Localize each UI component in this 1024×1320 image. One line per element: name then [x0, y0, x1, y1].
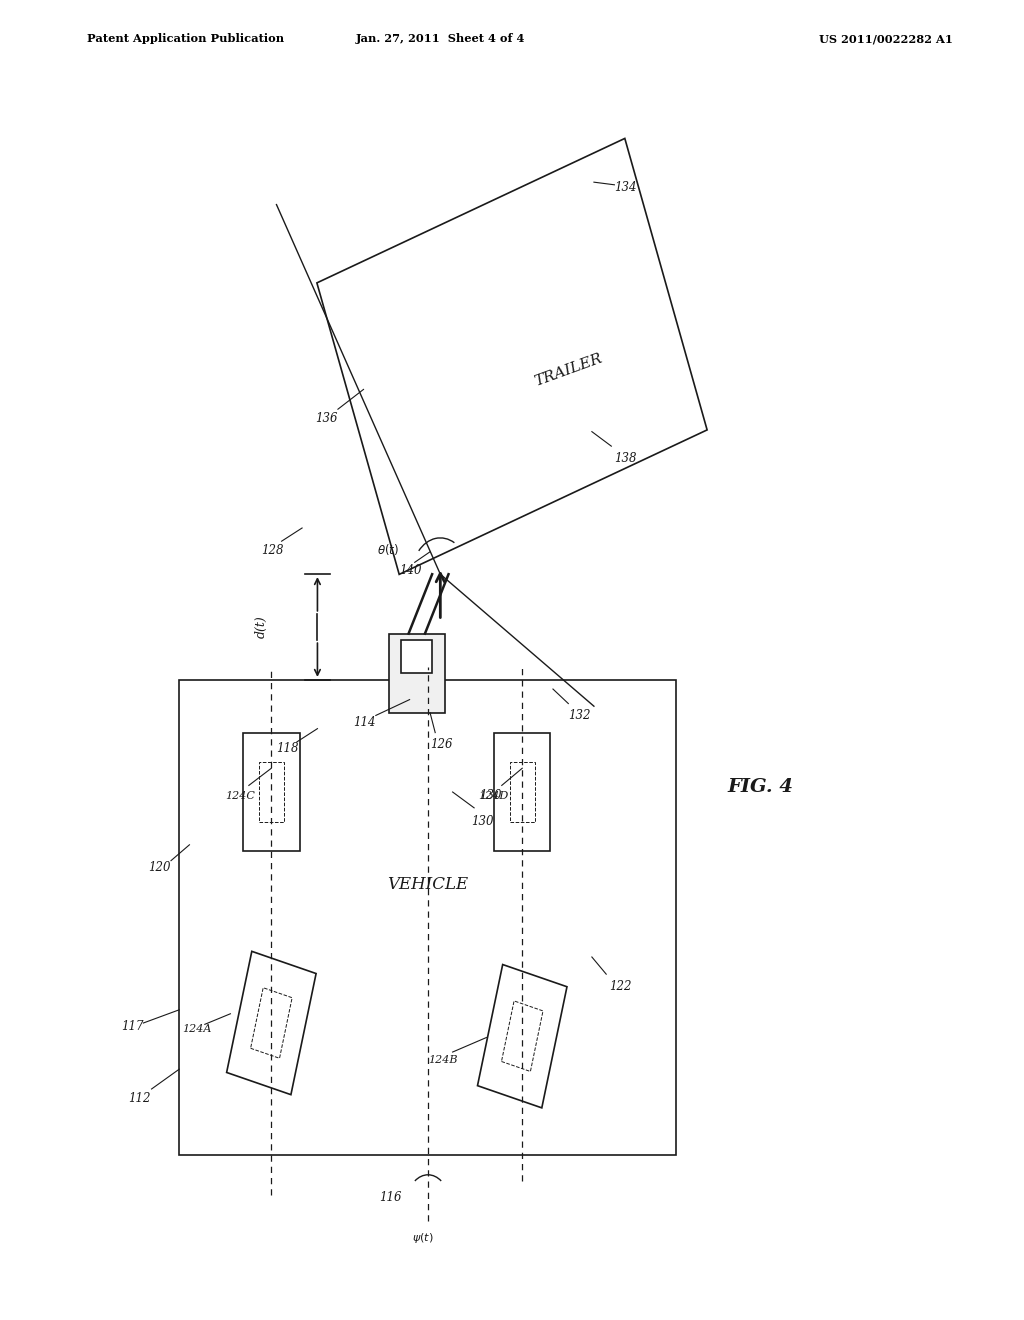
Text: 124D: 124D: [478, 791, 509, 801]
Text: 130: 130: [471, 814, 494, 828]
Text: 128: 128: [261, 544, 284, 557]
Text: 117: 117: [121, 1019, 143, 1032]
Text: 114: 114: [353, 715, 376, 729]
Text: 124A: 124A: [182, 1024, 212, 1035]
Text: 138: 138: [614, 451, 637, 465]
Text: FIG. 4: FIG. 4: [727, 777, 793, 796]
Text: 124B: 124B: [428, 1055, 458, 1065]
Text: 134: 134: [614, 181, 637, 194]
Text: 136: 136: [315, 412, 338, 425]
Text: Patent Application Publication: Patent Application Publication: [87, 33, 285, 44]
Polygon shape: [226, 952, 316, 1094]
Polygon shape: [477, 965, 567, 1107]
Text: d(t): d(t): [255, 615, 267, 639]
Polygon shape: [244, 733, 300, 851]
Text: Jan. 27, 2011  Sheet 4 of 4: Jan. 27, 2011 Sheet 4 of 4: [355, 33, 525, 44]
Text: TRAILER: TRAILER: [532, 351, 604, 388]
Polygon shape: [494, 733, 551, 851]
Text: $\psi(t)$: $\psi(t)$: [413, 1230, 433, 1245]
Text: 126: 126: [430, 738, 453, 751]
Text: 112: 112: [128, 1092, 151, 1105]
Text: VEHICLE: VEHICLE: [387, 876, 468, 892]
Bar: [179, 680, 676, 1155]
Bar: [388, 634, 444, 713]
Text: 116: 116: [379, 1191, 401, 1204]
Text: 132: 132: [568, 709, 591, 722]
Text: 122: 122: [609, 979, 632, 993]
Text: $\theta(t)$: $\theta(t)$: [377, 543, 398, 557]
Text: 118: 118: [276, 742, 299, 755]
Text: 130: 130: [479, 788, 502, 801]
Bar: [401, 640, 432, 673]
Text: 124C: 124C: [225, 791, 255, 801]
Text: US 2011/0022282 A1: US 2011/0022282 A1: [819, 33, 953, 44]
Text: 120: 120: [148, 861, 171, 874]
Text: 140: 140: [399, 564, 422, 577]
